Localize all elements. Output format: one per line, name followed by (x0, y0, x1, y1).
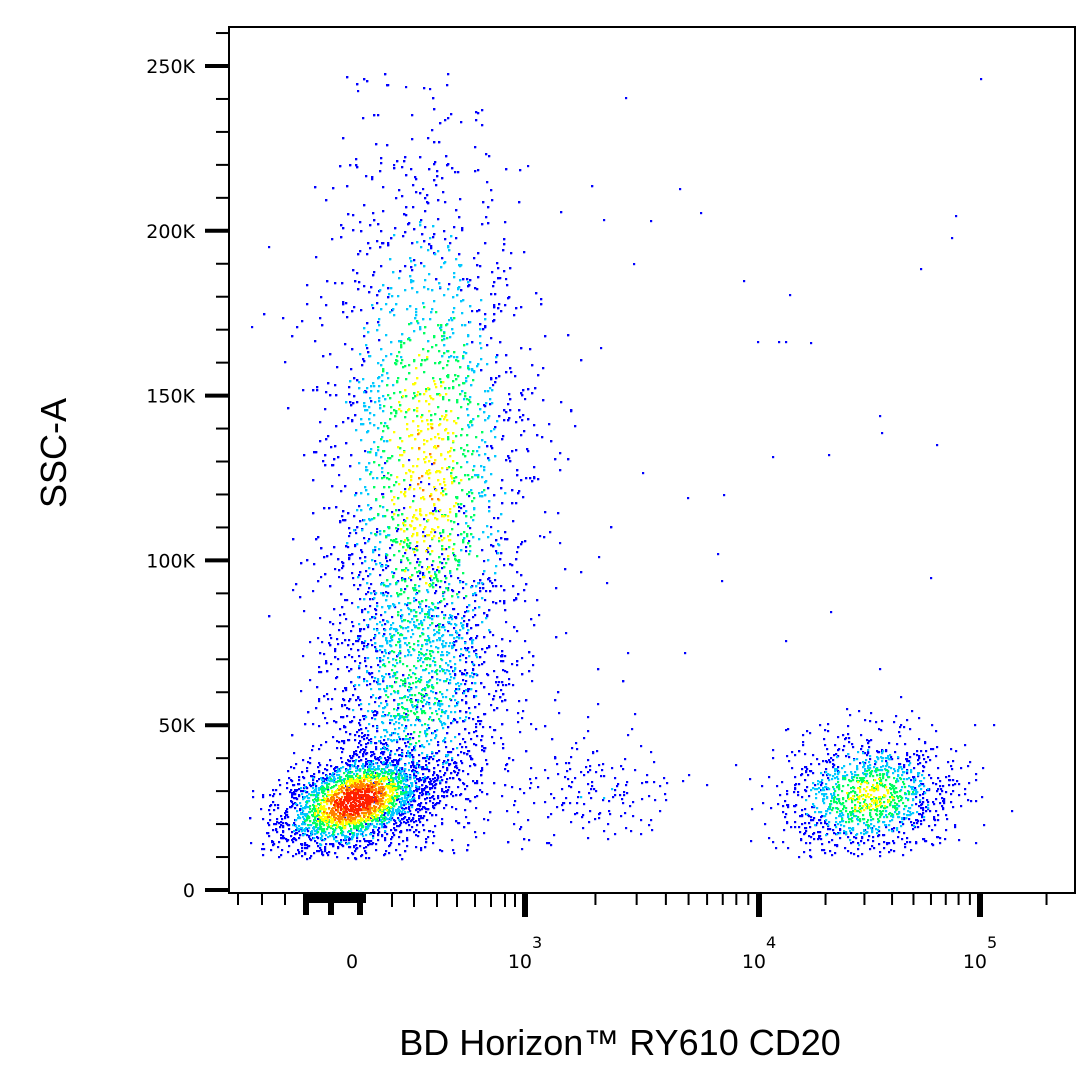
y-tick-label: 0 (183, 880, 195, 902)
y-tick-label: 150K (146, 386, 195, 408)
x-tick-exponent: 4 (766, 933, 776, 952)
y-tick-label: 250K (146, 56, 195, 78)
x-tick (328, 893, 334, 915)
y-tick-label: 200K (146, 221, 195, 243)
plot-frame (228, 26, 1076, 894)
y-tick-label: 50K (158, 715, 195, 737)
x-tick (357, 893, 363, 915)
x-axis-title: BD Horizon™ RY610 CD20 (399, 1022, 841, 1063)
x-tick-label: 104 (742, 933, 776, 973)
scatter-points (249, 73, 1014, 861)
x-tick-exponent: 3 (532, 933, 542, 952)
x-tick-label: 103 (508, 933, 542, 973)
x-axis: 0 103 104 105 (237, 893, 1048, 973)
x-tick-label: 0 (346, 951, 358, 973)
x-tick-cluster (304, 893, 366, 903)
y-tick-label: 100K (146, 550, 195, 572)
x-major-tick (977, 893, 983, 917)
x-major-tick (522, 893, 528, 917)
x-tick-label: 105 (963, 933, 997, 973)
y-axis: 0 50K 100K 150K 200K 250K (146, 32, 229, 902)
x-tick-exponent: 5 (987, 933, 997, 952)
y-axis-title: SSC-A (33, 398, 74, 508)
x-major-tick (756, 893, 762, 917)
x-tick (303, 893, 309, 915)
